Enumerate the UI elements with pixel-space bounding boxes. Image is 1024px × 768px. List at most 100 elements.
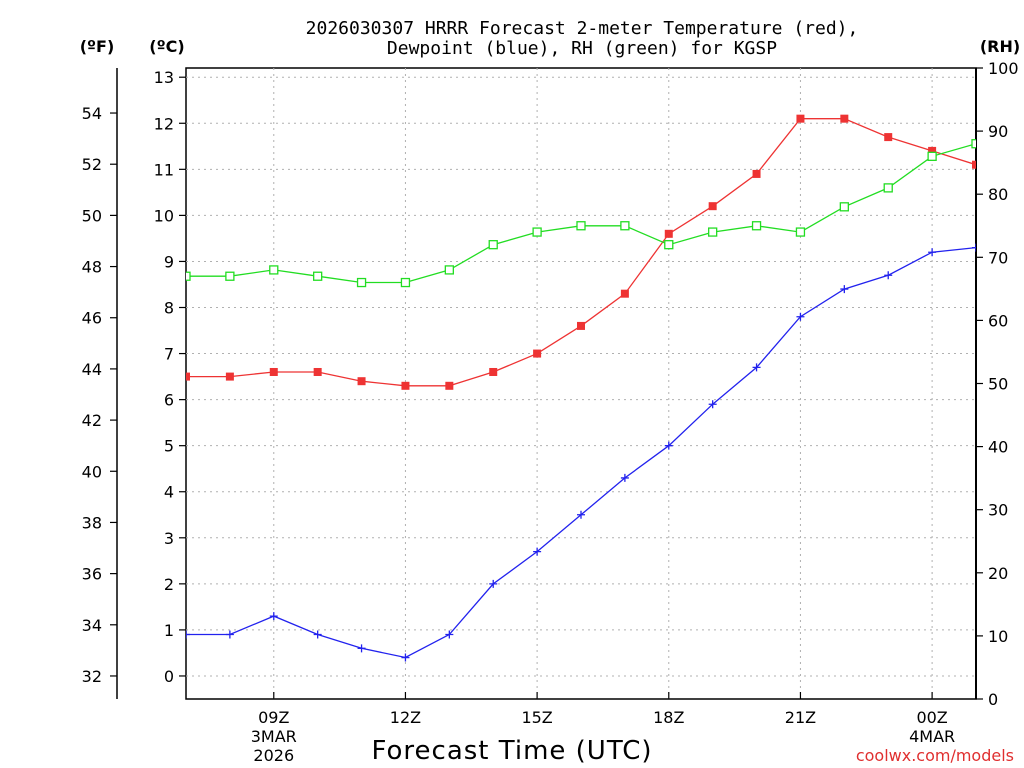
x-axis-label: Forecast Time (UTC) [371,736,652,766]
dewpoint-point [225,630,234,639]
celsius-tick-label: 6 [164,391,174,410]
plot-area [185,67,977,700]
rh-tick-label: 10 [988,627,1008,646]
dewpoint-point [577,510,585,519]
rh-point [444,265,454,275]
rh-tick-label: 30 [988,501,1008,520]
fahrenheit-tick-label: 44 [82,360,102,379]
temperature-point [708,202,717,211]
rh-point [620,221,630,231]
dewpoint-point [972,243,976,252]
time-tick-date-label: 3MAR [251,727,297,746]
dewpoint-point [840,285,849,294]
grid-lines [186,68,976,699]
time-tick-label: 09Z [258,708,289,727]
celsius-axis-unit: (ºC) [149,37,184,56]
celsius-tick-label: 13 [154,68,174,87]
rh-tick-label: 60 [988,311,1008,330]
rh-point [186,271,191,281]
dewpoint-point [313,630,322,639]
rh-point [751,221,762,231]
fahrenheit-tick-label: 34 [82,616,102,635]
dewpoint-point [186,630,190,639]
dewpoint-point [445,630,454,639]
dewpoint-series [186,243,976,662]
celsius-tick-label: 12 [154,114,174,133]
temperature-point [313,367,322,376]
dewpoint-point [664,441,673,450]
celsius-tick-label: 1 [164,621,174,640]
chart-title-line-1: 2026030307 HRRR Forecast 2-meter Tempera… [306,18,859,39]
rh-point [488,240,498,250]
celsius-tick-label: 10 [154,206,174,225]
fahrenheit-axis-unit: (ºF) [80,37,115,56]
time-tick-label: 21Z [785,708,816,727]
dewpoint-point [533,547,542,556]
rh-line [186,143,976,284]
fahrenheit-tick-label: 54 [82,104,102,123]
rh-point [971,139,976,149]
rh-point [839,202,849,212]
celsius-tick-label: 9 [164,252,174,271]
rh-tick-label: 40 [988,438,1008,457]
dewpoint-point [620,473,629,482]
fahrenheit-tick-label: 42 [82,411,102,430]
fahrenheit-tick-label: 50 [82,206,102,225]
rh-tick-label: 50 [988,375,1008,394]
fahrenheit-tick-label: 52 [82,155,102,174]
dewpoint-point [796,312,805,321]
rh-tick-label: 0 [988,690,998,709]
rh-point [664,240,674,250]
celsius-tick-label: 8 [164,299,174,318]
series-layer [186,114,976,662]
celsius-tick-label: 11 [154,160,174,179]
temperature-point [533,349,542,358]
celsius-tick-label: 0 [164,667,174,686]
fahrenheit-axis: 32 34 36 38 40 42 44 46 48 50 52 54 [82,104,117,686]
rh-tick-label: 70 [988,248,1008,267]
temperature-point [928,146,937,155]
fahrenheit-tick-label: 46 [82,309,102,328]
temperature-point [620,289,629,298]
dewpoint-point [752,363,761,372]
rh-point [400,277,411,288]
dewpoint-point [489,579,498,588]
rh-point [225,271,235,281]
temperature-point [269,367,278,376]
temperature-point [357,377,366,386]
dewpoint-line [186,246,976,659]
rh-tick-label: 80 [988,185,1008,204]
celsius-tick-label: 4 [164,483,174,502]
rh-point [708,227,718,237]
rh-point [883,183,893,193]
temperature-series [186,114,976,390]
temperature-point [884,133,893,142]
temperature-point [225,372,234,381]
rh-point [313,271,323,281]
rh-point [356,277,367,288]
celsius-tick-label: 2 [164,575,174,594]
rh-tick-label: 20 [988,564,1008,583]
time-tick-date-label: 4MAR [909,727,955,746]
celsius-tick-label: 7 [164,345,174,364]
rh-point [795,227,806,237]
temperature-point [796,114,805,123]
rh-axis-unit: (RH) [980,37,1020,56]
chart-title-line-2: Dewpoint (blue), RH (green) for KGSP [387,38,777,59]
temperature-point [489,367,498,376]
temperature-point [186,372,190,381]
dewpoint-point [708,400,717,409]
watermark: coolwx.com/models [856,746,1014,765]
temperature-point [401,381,410,390]
temperature-point [840,114,849,123]
celsius-tick-label: 3 [164,529,174,548]
fahrenheit-tick-label: 36 [82,565,102,584]
time-tick-label: 12Z [390,708,421,727]
dewpoint-point [884,271,893,280]
temperature-point [577,321,585,330]
time-tick-year-label: 2026 [253,746,294,765]
fahrenheit-tick-label: 40 [82,462,102,481]
